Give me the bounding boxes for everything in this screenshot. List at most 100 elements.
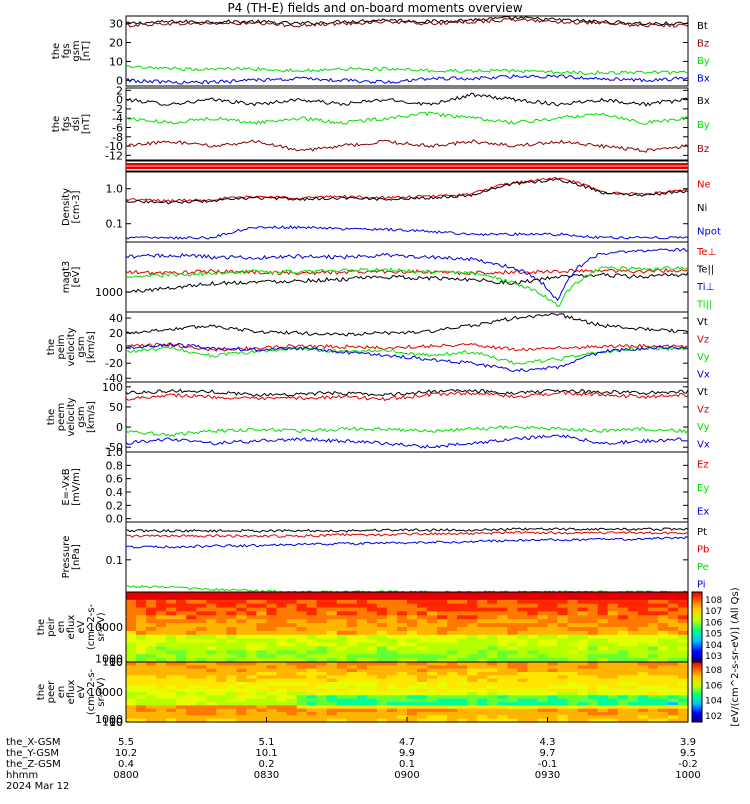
heatmap-cell (386, 592, 398, 597)
heatmap-cell (417, 592, 428, 597)
heatmap-cell (597, 615, 609, 620)
heatmap-cell (407, 619, 418, 624)
heatmap-cell (617, 592, 629, 597)
heatmap-cell (647, 672, 659, 676)
heatmap-cell (587, 611, 599, 616)
heatmap-cell (286, 682, 298, 686)
heatmap-cell (547, 607, 559, 613)
heatmap-cell (206, 712, 217, 716)
legend-Pt: Pt (697, 527, 707, 538)
heatmap-cell (166, 668, 177, 673)
heatmap-cell (637, 658, 649, 663)
heatmap-cell (186, 718, 197, 723)
heatmap-cell (417, 646, 428, 651)
ytick-label: 0.1 (106, 218, 124, 231)
heatmap-cell (156, 695, 167, 700)
heatmap-cell (617, 646, 629, 651)
heatmap-cell (537, 615, 549, 620)
heatmap-cell (336, 607, 348, 613)
ytick-label: 0 (116, 421, 123, 434)
panel-ylabel: velocity (66, 397, 77, 436)
heatmap-cell (467, 685, 478, 690)
heatmap-cell (316, 668, 328, 673)
heatmap-cell (417, 718, 428, 723)
heatmap-cell (437, 627, 448, 632)
heatmap-cell (276, 712, 288, 716)
heatmap-cell (427, 642, 438, 648)
heatmap-cell (156, 650, 167, 655)
heatmap-cell (497, 672, 508, 676)
heatmap-cell (216, 708, 227, 713)
heatmap-cell (246, 682, 257, 686)
heatmap-cell (587, 668, 599, 673)
heatmap-cell (417, 619, 428, 624)
heatmap-cell (326, 692, 338, 696)
series-Ne (125, 176, 689, 203)
heatmap-cell (236, 705, 247, 710)
heatmap-cell (447, 718, 458, 723)
heatmap-cell (527, 619, 538, 624)
heatmap-cell (146, 688, 157, 693)
heatmap-cell (326, 646, 338, 651)
heatmap-cell (256, 627, 268, 632)
heatmap-cell (597, 708, 609, 713)
heatmap-cell (467, 595, 478, 601)
heatmap-cell (427, 634, 438, 640)
heatmap-cell (236, 627, 247, 632)
heatmap-cell (407, 595, 418, 601)
heatmap-cell (497, 718, 508, 723)
heatmap-cell (397, 607, 408, 613)
heatmap-cell (537, 603, 549, 609)
heatmap-cell (577, 619, 589, 624)
heatmap-cell (356, 698, 368, 703)
heatmap-cell (637, 607, 649, 613)
heatmap-cell (547, 662, 559, 666)
heatmap-cell (507, 603, 518, 609)
heatmap-cell (196, 672, 207, 676)
heatmap-cell (637, 665, 649, 670)
heatmap-cell (527, 630, 538, 636)
heatmap-cell (407, 688, 418, 693)
heatmap-cell (306, 702, 318, 706)
heatmap-cell (206, 646, 217, 651)
heatmap-cell (146, 662, 157, 666)
heatmap-cell (346, 599, 358, 605)
heatmap-cell (346, 668, 358, 673)
heatmap-cell (346, 692, 358, 696)
heatmap-cell (176, 702, 187, 706)
heatmap-cell (447, 611, 458, 616)
heatmap-cell (336, 611, 348, 616)
heatmap-cell (326, 599, 338, 605)
heatmap-cell (176, 682, 187, 686)
heatmap-cell (407, 682, 418, 686)
xaxis-date: 2024 Mar 12 (6, 781, 69, 792)
heatmap-cell (487, 695, 498, 700)
heatmap-cell (457, 592, 468, 597)
heatmap-cell (256, 695, 268, 700)
heatmap-cell (567, 638, 579, 644)
heatmap-cell (667, 650, 679, 655)
heatmap-cell (266, 611, 278, 616)
xaxis-row-label: hhmm (6, 770, 38, 781)
heatmap-cell (427, 603, 438, 609)
heatmap-cell (196, 607, 207, 613)
heatmap-cell (647, 630, 659, 636)
heatmap-cell (567, 678, 579, 683)
heatmap-cell (587, 708, 599, 713)
heatmap-cell (517, 665, 528, 670)
heatmap-cell (627, 619, 639, 624)
heatmap-cell (346, 650, 358, 655)
heatmap-cell (667, 638, 679, 644)
heatmap-cell (678, 615, 689, 620)
heatmap-cell (226, 634, 237, 640)
heatmap-cell (296, 595, 308, 601)
heatmap-cell (276, 678, 288, 683)
heatmap-cell (617, 650, 629, 655)
heatmap-cell (497, 623, 508, 628)
panel-frame (125, 87, 689, 161)
heatmap-cell (236, 615, 247, 620)
ytick-label: 0 (116, 342, 123, 355)
heatmap-cell (206, 678, 217, 683)
heatmap-cell (667, 682, 679, 686)
